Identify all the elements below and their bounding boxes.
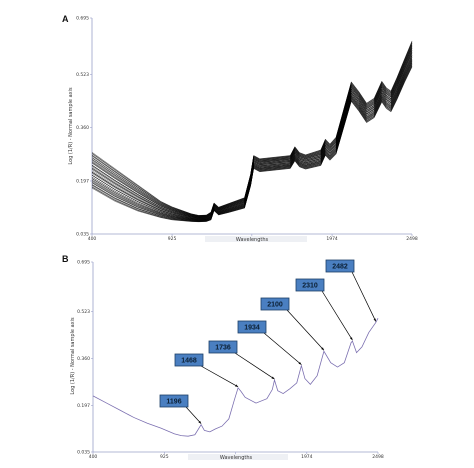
callout-label: 1196 [166,399,181,406]
spectrum-line [91,55,413,220]
spectrum-line [91,50,413,218]
x-tick-label: 400 [89,454,98,460]
callout-arrowhead [235,384,239,387]
spectrum-line [91,46,413,218]
panel-b-x-label: Wavelengths [220,455,253,461]
callout-arrow [321,290,353,341]
x-tick-label: 1974 [301,454,313,460]
x-tick-label: 2498 [372,454,384,460]
panel-b-xlabel-band [188,454,288,460]
callout-label: 1468 [181,358,197,365]
callout-arrowhead [298,361,302,365]
spectrum-line [91,48,413,218]
x-tick-label: 925 [168,236,177,242]
callout-arrow [200,365,239,388]
spectrum-line [91,48,413,218]
spectrum-line [91,48,413,218]
spectrum-line [91,40,413,216]
callout-box [159,394,189,408]
callout-label: 2100 [267,302,283,309]
callout-label: 2482 [332,264,348,271]
panel-a-y-ticks: 0.035 0.197 0.360 0.523 0.695 [76,16,92,238]
spectrum-line [91,42,413,216]
panel-b-label: B [62,254,69,264]
spectrum-line [91,56,413,220]
callout-arrowhead [198,420,202,424]
panel-b-y-label: Log (1/R) - Normal sample axis [70,317,76,395]
callout-arrow [263,332,302,365]
spectrum-line [91,54,413,219]
spectrum-line [91,52,413,219]
spectrum-line [91,45,413,217]
panel-a-y-label: Log (1/R) - Normal sample axis [68,87,74,165]
spectrum-line [91,42,413,217]
spectrum-line [91,44,413,217]
y-tick-label: 0.197 [76,178,89,184]
spectrum-line [91,55,413,220]
callout-arrow [185,406,202,424]
callout-arrow [286,309,325,351]
callout-box [295,278,325,292]
y-tick-label: 0.523 [77,309,90,315]
spectrum-line [91,57,413,220]
x-tick-label: 1974 [326,236,338,242]
callout-label: 1736 [215,345,231,352]
panel-b-callouts: 1196 1468 1736 1934 2100 2310 2482 [159,259,377,424]
spectrum-line [91,60,413,221]
callout-box [260,297,290,311]
spectrum-line [91,62,413,221]
spectrum-line [91,60,413,221]
panel-a-label: A [62,14,69,24]
spectrum-line [91,57,413,220]
callout-box [174,353,204,367]
y-tick-label: 0.035 [77,450,90,456]
spectrum-line [91,63,413,222]
spectrum-line [91,65,413,222]
spectrum-line [91,55,413,220]
y-tick-label: 0.695 [77,260,90,266]
spectrum-line [91,50,413,218]
y-tick-label: 0.695 [76,16,89,22]
callout-arrowhead [271,376,275,380]
y-tick-label: 0.360 [77,356,90,362]
callout-arrowhead [350,337,353,341]
mean-spectrum-line [92,317,379,437]
x-tick-label: 2498 [406,236,418,242]
callout-box [208,340,238,354]
y-tick-label: 0.523 [76,72,89,78]
panel-a-series-group [91,40,413,223]
y-tick-label: 0.035 [76,232,89,238]
spectrum-line [91,50,413,218]
callout-box [325,259,355,273]
panel-b: B 400925144819742498 0.0350.1970.3600.52… [62,254,384,461]
panel-a: A 400925144819742498 0.0350.1970.3600.52… [62,14,418,243]
x-tick-label: 925 [160,454,169,460]
spectrum-line [91,57,413,220]
spectrum-line [91,64,413,222]
callout-arrow [234,352,275,380]
callout-label: 2310 [302,283,318,290]
spectrum-line [91,52,413,219]
callout-arrow [351,271,377,322]
panel-b-series-group [92,317,379,437]
spectrum-line [91,44,413,217]
callout-arrowhead [321,347,324,351]
panel-a-x-label: Wavelengths [236,237,269,243]
spectrum-line [91,58,413,221]
y-tick-label: 0.360 [76,125,89,131]
callout-label: 1934 [244,325,260,332]
panel-b-y-ticks: 0.035 0.197 0.360 0.523 0.695 [77,260,93,456]
spectrum-line [91,61,413,221]
callout-box [237,320,267,334]
spectrum-line [91,59,413,221]
panel-a-xlabel-band [205,236,307,242]
callout-arrowhead [373,318,376,322]
spectrum-line [91,51,413,219]
y-tick-label: 0.197 [77,403,90,409]
x-tick-label: 400 [88,236,97,242]
